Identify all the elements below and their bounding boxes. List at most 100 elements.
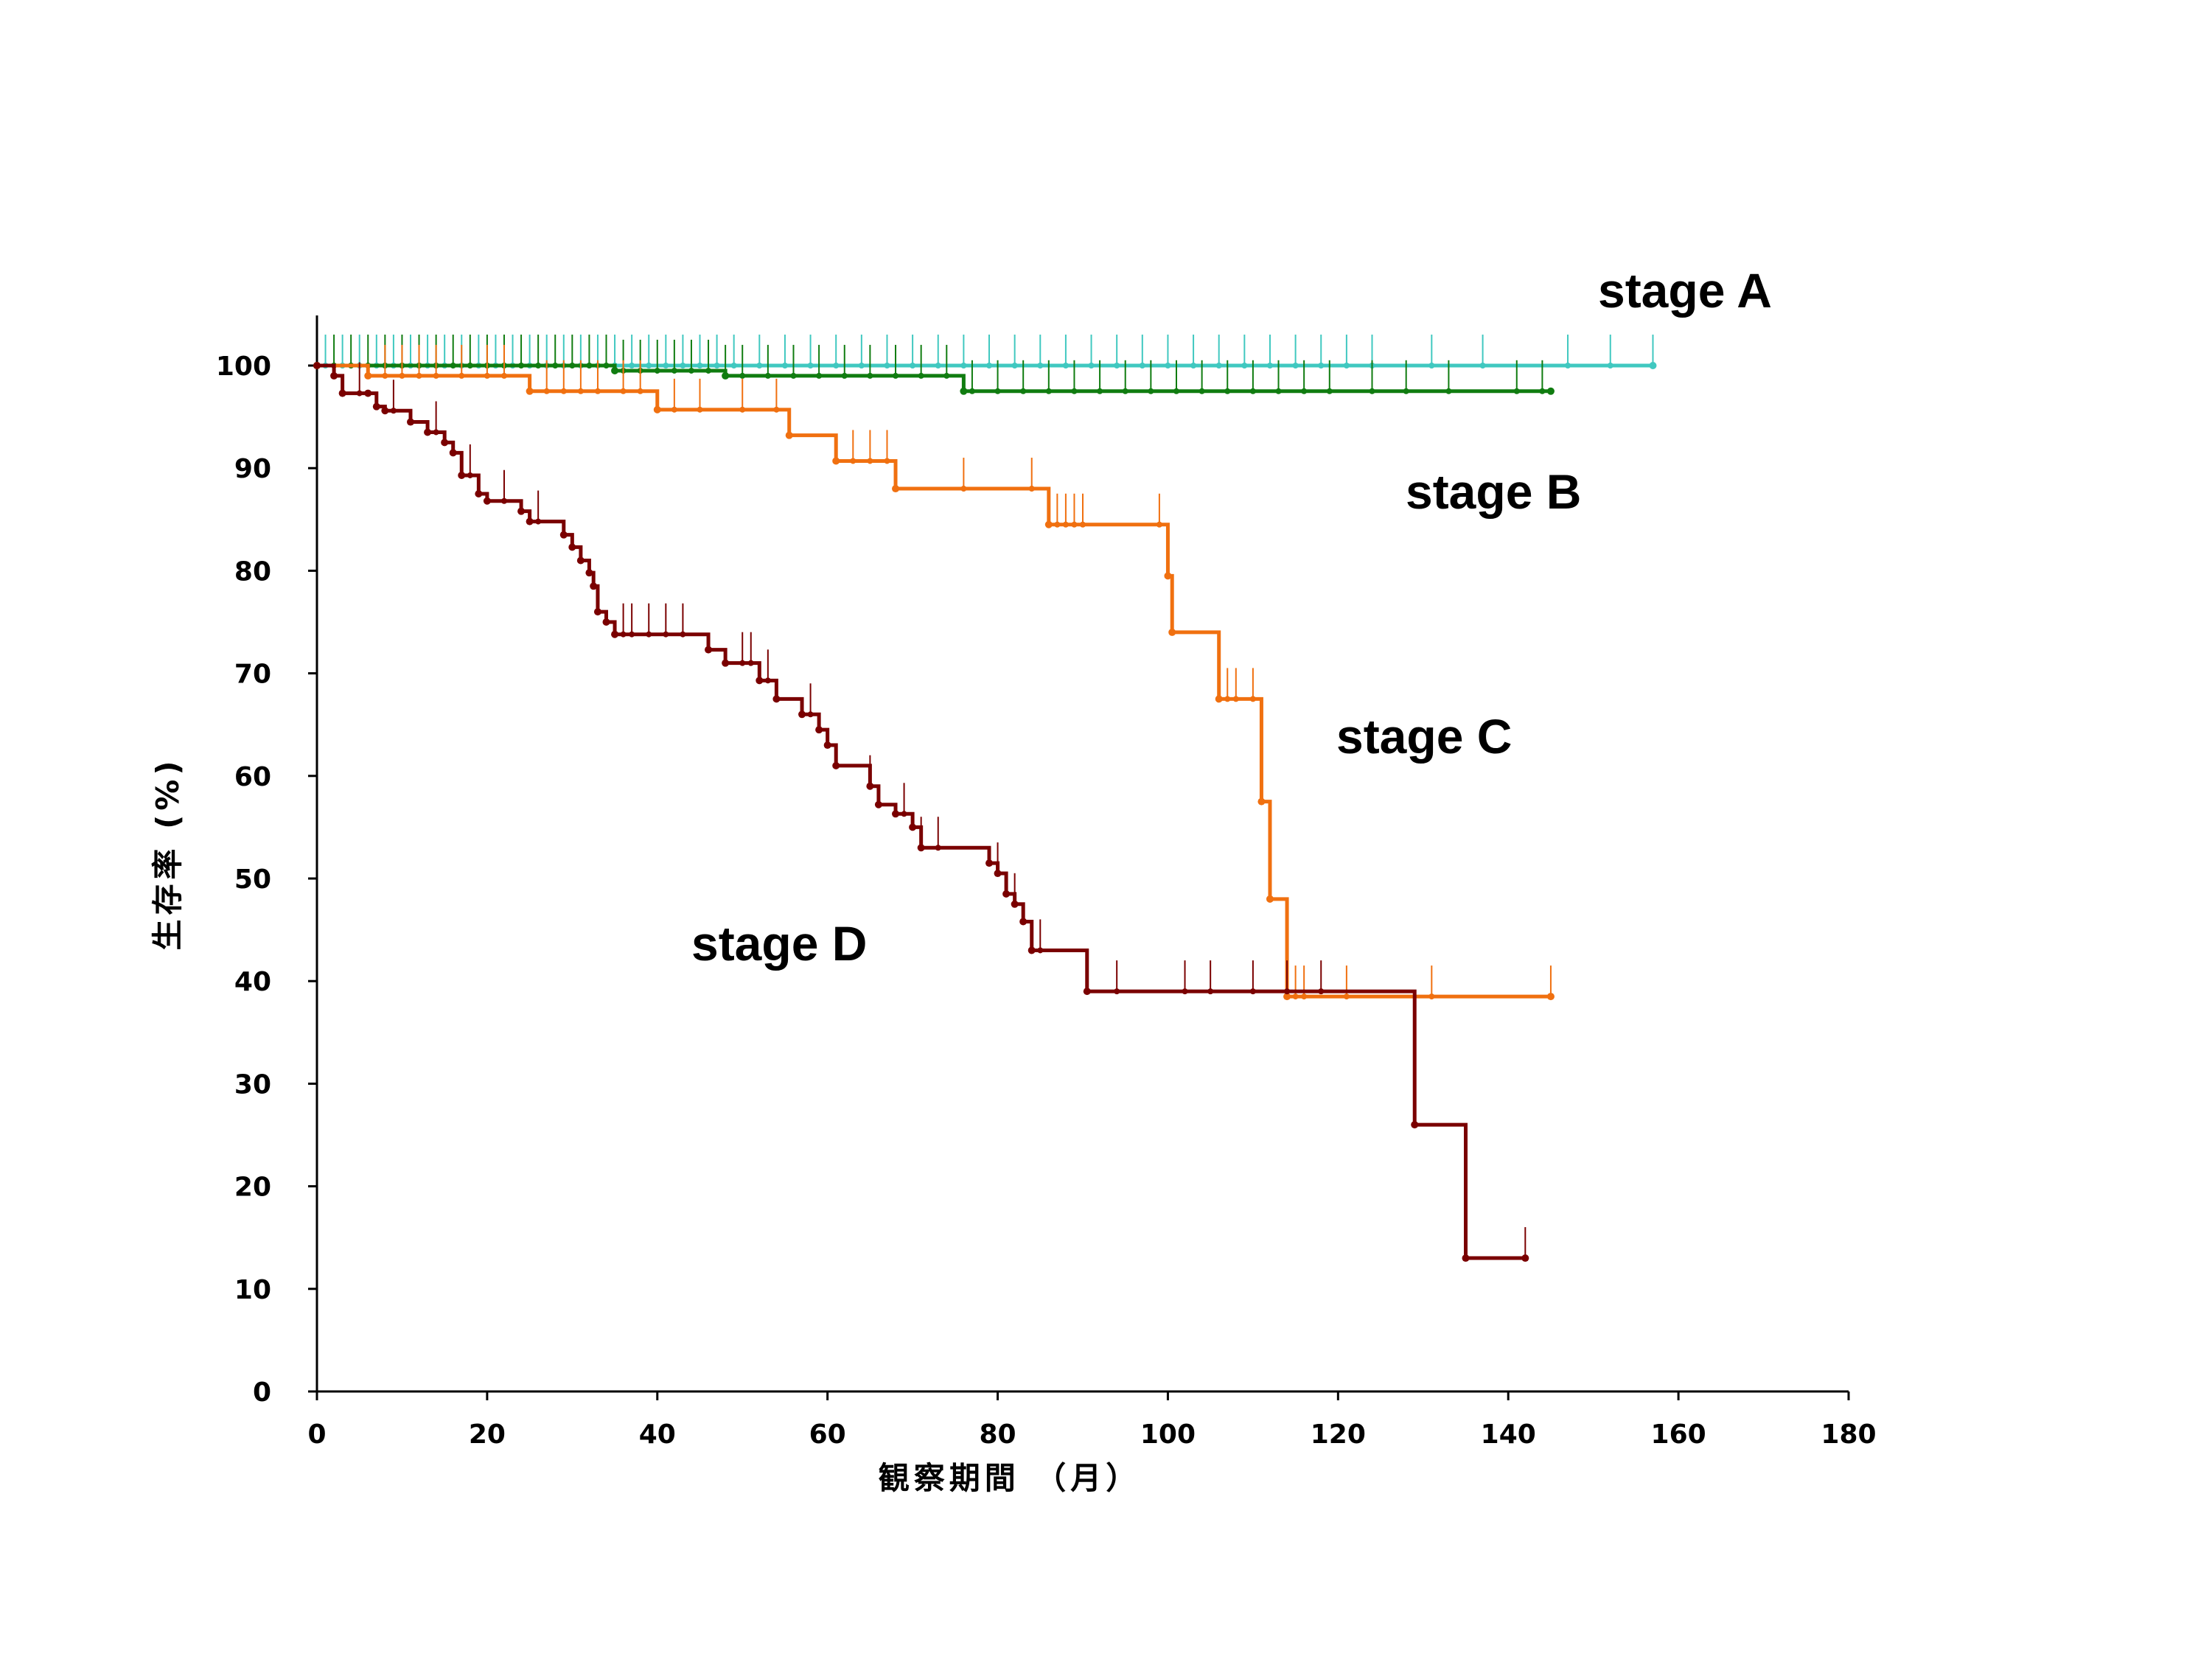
censor-point bbox=[680, 363, 686, 369]
step-point bbox=[1083, 988, 1091, 996]
step-point bbox=[1028, 946, 1036, 954]
censor-point bbox=[1249, 988, 1256, 995]
censor-point bbox=[773, 406, 780, 413]
censor-point bbox=[1122, 388, 1128, 394]
censor-point bbox=[739, 372, 746, 379]
censor-point bbox=[671, 367, 677, 374]
censor-point bbox=[399, 372, 405, 379]
censor-point bbox=[935, 363, 941, 369]
step-point bbox=[756, 677, 764, 685]
censor-point bbox=[1190, 363, 1197, 369]
censor-point bbox=[1513, 388, 1520, 394]
censor-point bbox=[1292, 363, 1299, 369]
censor-point bbox=[1522, 1255, 1529, 1262]
step-point bbox=[372, 402, 380, 411]
step-point bbox=[526, 517, 534, 525]
censor-point bbox=[620, 631, 627, 638]
x-tick-label: 180 bbox=[1821, 1419, 1876, 1450]
censor-point bbox=[910, 363, 916, 369]
censor-point bbox=[1232, 696, 1239, 702]
censor-point bbox=[943, 372, 950, 379]
y-tick-label: 40 bbox=[234, 967, 271, 997]
series-label-stage-a: stage A bbox=[1598, 263, 1772, 318]
step-point bbox=[892, 485, 900, 493]
censor-point bbox=[935, 845, 941, 851]
censor-point bbox=[646, 363, 652, 369]
censor-point bbox=[1207, 988, 1214, 995]
censor-point bbox=[1318, 988, 1325, 995]
step-point bbox=[330, 371, 338, 380]
censor-point bbox=[671, 406, 677, 413]
censor-point bbox=[688, 367, 694, 374]
censor-point bbox=[1173, 388, 1179, 394]
step-point bbox=[909, 823, 917, 831]
censor-point bbox=[552, 363, 559, 369]
censor-point bbox=[577, 388, 584, 394]
step-point bbox=[559, 531, 568, 539]
censor-point bbox=[1182, 988, 1188, 995]
censor-point bbox=[747, 660, 754, 666]
censor-point bbox=[764, 372, 771, 379]
step-point bbox=[1546, 387, 1555, 395]
step-point bbox=[424, 428, 432, 436]
censor-point bbox=[1156, 521, 1162, 528]
step-point bbox=[458, 471, 466, 479]
censor-point bbox=[458, 372, 465, 379]
series-line-stage-c bbox=[317, 363, 1551, 999]
censor-point bbox=[629, 631, 635, 638]
step-point bbox=[611, 366, 619, 374]
y-tick-label: 50 bbox=[234, 865, 271, 895]
censor-point bbox=[918, 372, 924, 379]
step-point bbox=[892, 810, 900, 818]
censor-point bbox=[663, 363, 669, 369]
censor-point bbox=[994, 870, 1001, 877]
censor-point bbox=[1275, 388, 1282, 394]
censor-point bbox=[867, 783, 873, 789]
step-point bbox=[815, 726, 823, 734]
censor-point bbox=[1284, 988, 1291, 995]
step-point bbox=[585, 569, 593, 577]
step-point bbox=[785, 431, 793, 439]
censor-point bbox=[1479, 363, 1486, 369]
censor-point bbox=[1114, 363, 1120, 369]
censor-point bbox=[969, 388, 975, 394]
step-point bbox=[475, 490, 483, 497]
y-tick-label: 70 bbox=[234, 660, 271, 690]
censor-point bbox=[714, 363, 720, 369]
step-point bbox=[960, 387, 968, 395]
censor-point bbox=[1037, 947, 1044, 954]
censor-point bbox=[500, 497, 507, 504]
step-point bbox=[364, 389, 372, 397]
step-point bbox=[406, 418, 414, 426]
censor-point bbox=[867, 372, 873, 379]
series-stage-b bbox=[313, 335, 1555, 395]
censor-point bbox=[1650, 363, 1656, 369]
y-tick-label: 10 bbox=[234, 1275, 271, 1305]
censor-point bbox=[1165, 363, 1171, 369]
series-label-stage-d: stage D bbox=[691, 916, 867, 971]
censor-point bbox=[1011, 901, 1018, 907]
censor-point bbox=[1062, 363, 1069, 369]
y-tick-label: 60 bbox=[234, 762, 271, 792]
step-point bbox=[1411, 1121, 1419, 1129]
censor-point bbox=[739, 406, 746, 413]
axes bbox=[315, 315, 1849, 1393]
y-tick-label: 100 bbox=[216, 352, 271, 382]
censor-point bbox=[433, 429, 439, 436]
x-tick-label: 120 bbox=[1311, 1419, 1366, 1450]
censor-point bbox=[850, 458, 856, 464]
censor-point bbox=[918, 845, 924, 851]
step-point bbox=[611, 630, 619, 638]
step-point bbox=[1168, 628, 1176, 636]
censor-point bbox=[739, 660, 746, 666]
series-stage-d bbox=[313, 362, 1529, 1262]
censor-point bbox=[1148, 388, 1154, 394]
censor-point bbox=[1080, 521, 1086, 528]
series-label-stage-b: stage B bbox=[1406, 464, 1581, 519]
censor-point bbox=[1539, 388, 1546, 394]
censor-point bbox=[884, 458, 890, 464]
censor-point bbox=[867, 458, 873, 464]
censor-point bbox=[1037, 363, 1044, 369]
x-ticks: 0 20 40 60 80 100 120 140 160 180 bbox=[307, 1391, 1877, 1450]
censor-point bbox=[722, 372, 729, 379]
